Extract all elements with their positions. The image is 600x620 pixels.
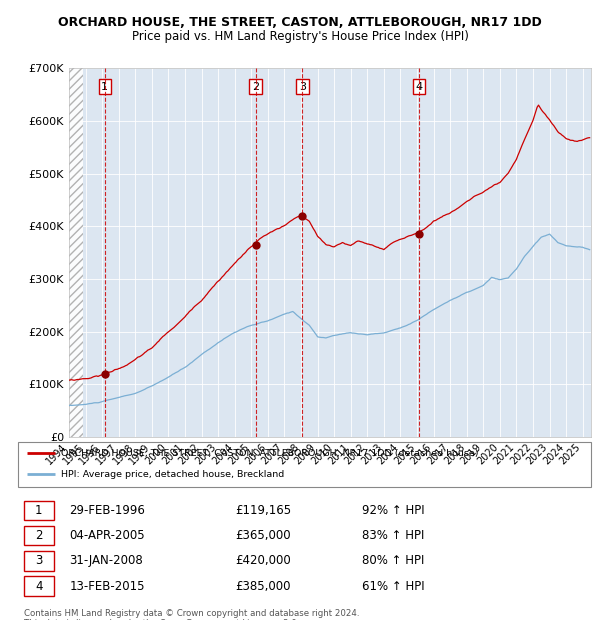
Text: 80% ↑ HPI: 80% ↑ HPI [362,554,424,567]
Text: 61% ↑ HPI: 61% ↑ HPI [362,580,424,593]
FancyBboxPatch shape [24,577,53,596]
Text: 83% ↑ HPI: 83% ↑ HPI [362,529,424,542]
Text: HPI: Average price, detached house, Breckland: HPI: Average price, detached house, Brec… [61,470,284,479]
Text: ORCHARD HOUSE, THE STREET, CASTON, ATTLEBOROUGH, NR17 1DD (detached house): ORCHARD HOUSE, THE STREET, CASTON, ATTLE… [61,449,478,458]
Text: 1: 1 [101,82,108,92]
Text: £385,000: £385,000 [236,580,291,593]
FancyBboxPatch shape [24,551,53,570]
Text: £365,000: £365,000 [236,529,292,542]
Text: 4: 4 [415,82,422,92]
Text: 29-FEB-1996: 29-FEB-1996 [70,504,145,517]
Text: 2: 2 [35,529,43,542]
Text: 92% ↑ HPI: 92% ↑ HPI [362,504,424,517]
Text: 2: 2 [252,82,259,92]
Text: £119,165: £119,165 [236,504,292,517]
Text: 04-APR-2005: 04-APR-2005 [70,529,145,542]
Bar [69,68,83,437]
Text: 31-JAN-2008: 31-JAN-2008 [70,554,143,567]
Text: Contains HM Land Registry data © Crown copyright and database right 2024.
This d: Contains HM Land Registry data © Crown c… [24,609,359,620]
Bar [69,68,83,437]
Text: ORCHARD HOUSE, THE STREET, CASTON, ATTLEBOROUGH, NR17 1DD: ORCHARD HOUSE, THE STREET, CASTON, ATTLE… [58,16,542,29]
Text: 1: 1 [35,504,43,517]
Text: 3: 3 [35,554,43,567]
Text: 3: 3 [299,82,306,92]
Text: 4: 4 [35,580,43,593]
FancyBboxPatch shape [24,501,53,520]
Text: £420,000: £420,000 [236,554,292,567]
Text: Price paid vs. HM Land Registry's House Price Index (HPI): Price paid vs. HM Land Registry's House … [131,30,469,43]
Text: 13-FEB-2015: 13-FEB-2015 [70,580,145,593]
FancyBboxPatch shape [24,526,53,546]
